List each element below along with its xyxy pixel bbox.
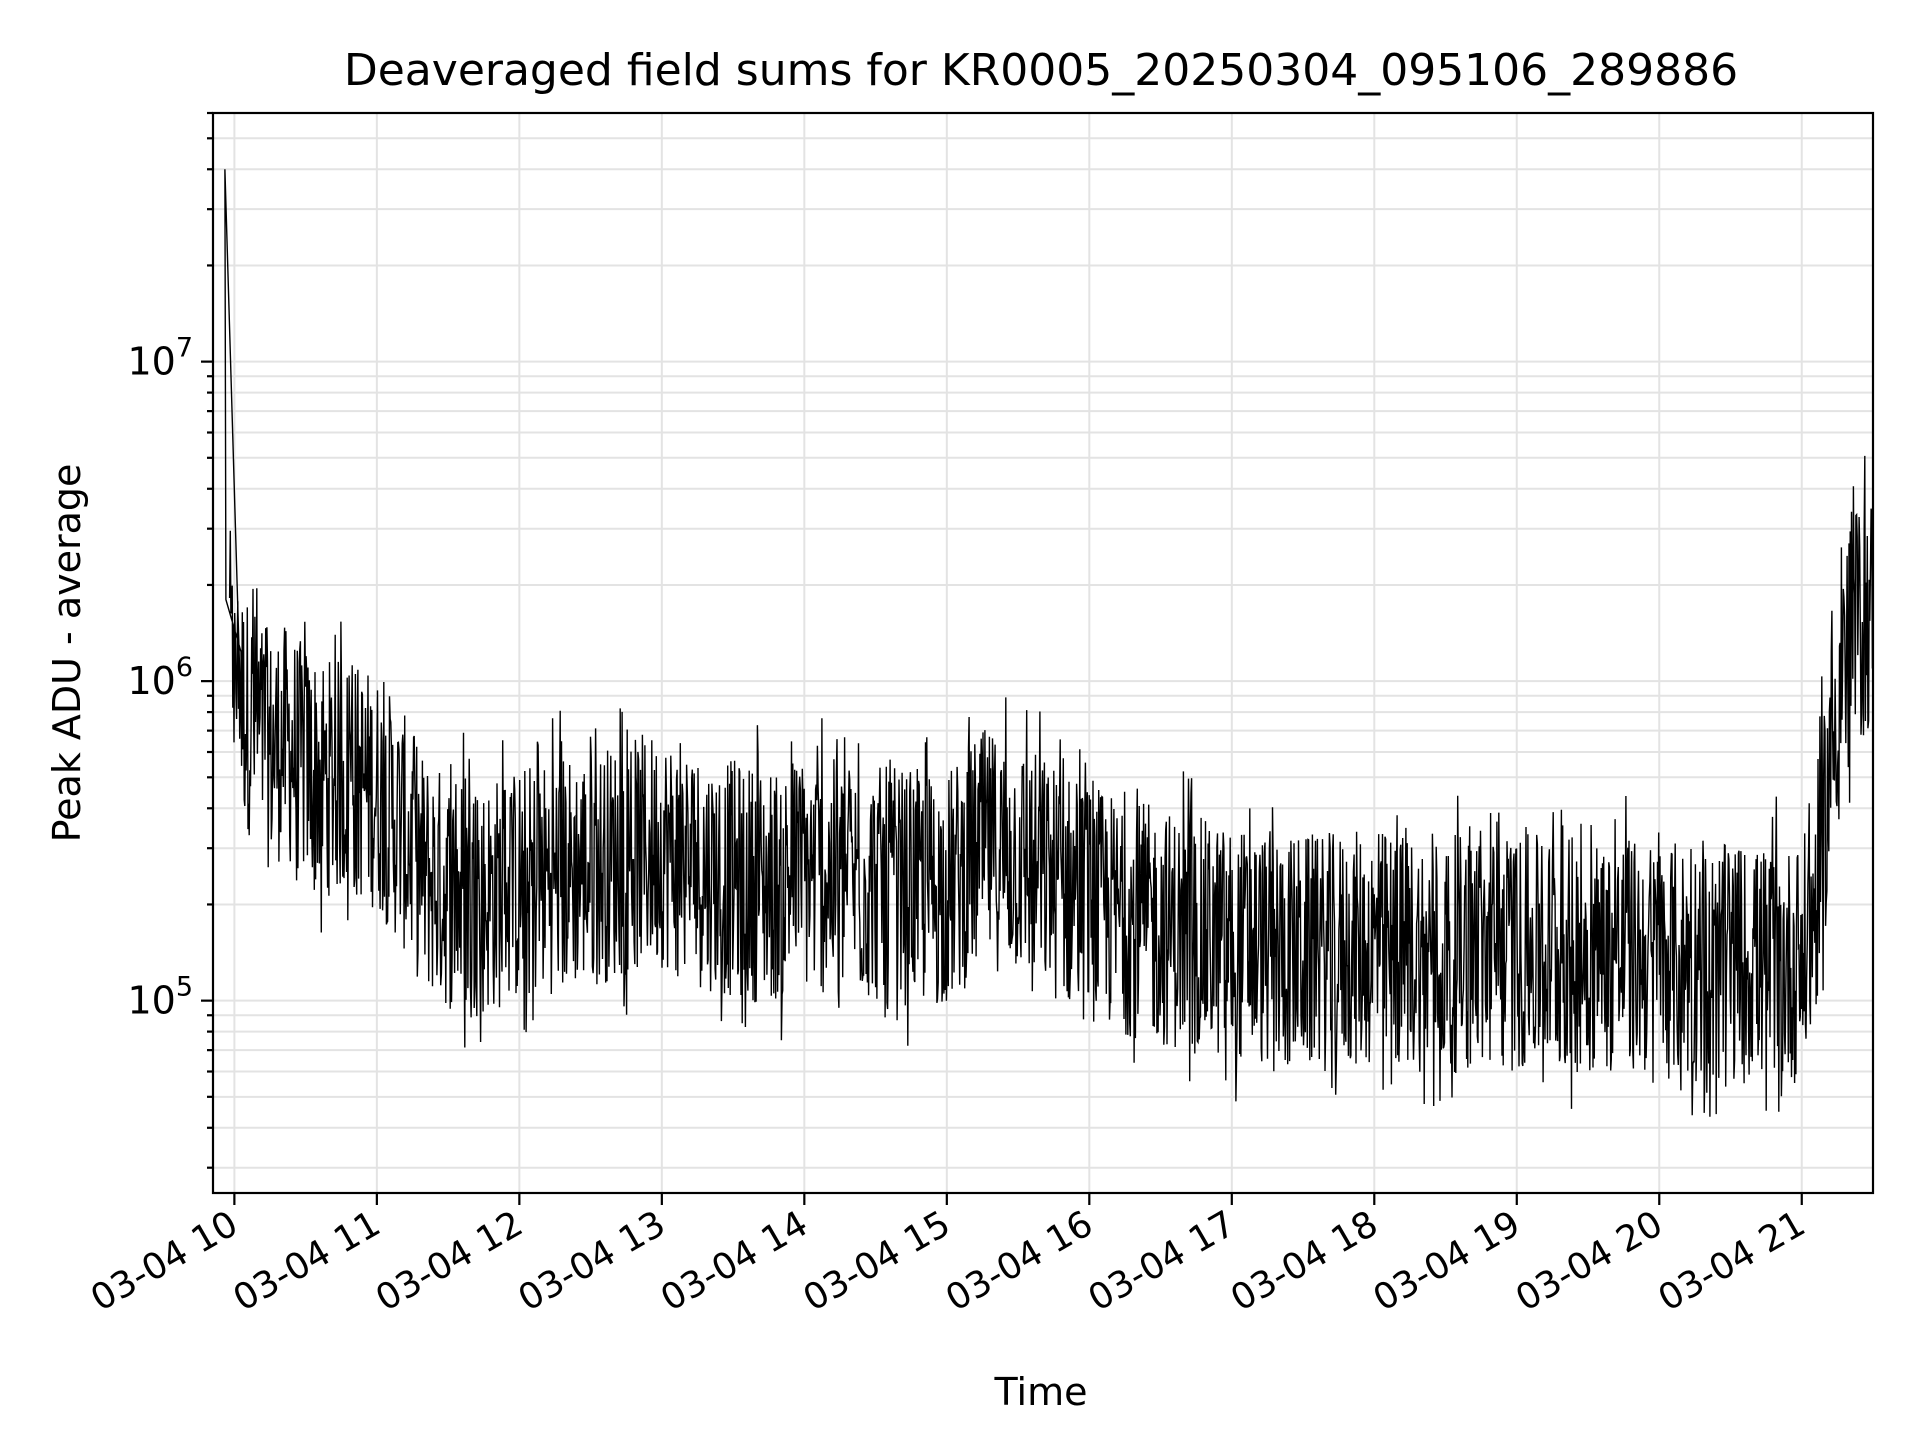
- y-tick-label-base: 10: [127, 659, 175, 703]
- x-axis-label: Time: [994, 1370, 1088, 1414]
- y-tick-label: 105: [127, 972, 193, 1023]
- y-tick-label-exponent: 6: [176, 652, 193, 683]
- series-line: [224, 169, 1874, 1117]
- y-tick-label-base: 10: [127, 340, 175, 384]
- y-tick-label-exponent: 7: [176, 333, 193, 364]
- y-axis-label: Peak ADU - average: [45, 464, 89, 843]
- chart-title: Deaveraged field sums for KR0005_2025030…: [344, 45, 1738, 96]
- y-tick-label: 106: [127, 652, 193, 703]
- y-tick-label-exponent: 5: [176, 972, 193, 1003]
- y-tick-label-base: 10: [127, 979, 175, 1023]
- plot-frame: [211, 111, 1875, 1195]
- y-tick-label: 107: [127, 333, 193, 384]
